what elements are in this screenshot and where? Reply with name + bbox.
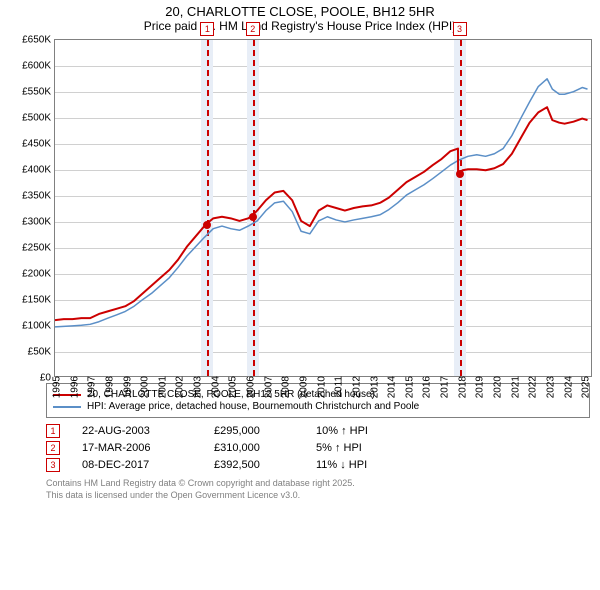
sales-row: 1 22-AUG-2003 £295,000 10% ↑ HPI (46, 424, 590, 438)
sales-date: 22-AUG-2003 (82, 425, 192, 437)
xtick-label: 2020 (488, 376, 503, 398)
sales-price: £310,000 (214, 442, 294, 454)
xtick-label: 2008 (277, 376, 292, 398)
xtick-label: 2007 (259, 376, 274, 398)
xtick-label: 1998 (100, 376, 115, 398)
sales-row: 3 08-DEC-2017 £392,500 11% ↓ HPI (46, 458, 590, 472)
xtick-label: 2019 (471, 376, 486, 398)
xtick-label: 2016 (418, 376, 433, 398)
xtick-label: 2000 (136, 376, 151, 398)
footnote-line2: This data is licensed under the Open Gov… (46, 490, 590, 502)
xtick-label: 1995 (48, 376, 63, 398)
series-svg (55, 40, 591, 376)
ytick-label: £300K (22, 217, 55, 228)
chart-title-address: 20, CHARLOTTE CLOSE, POOLE, BH12 5HR (0, 4, 600, 19)
xtick-label: 2011 (330, 376, 345, 398)
sales-diff: 5% ↑ HPI (316, 442, 416, 454)
chart-container: £0£50K£100K£150K£200K£250K£300K£350K£400… (8, 39, 592, 377)
xtick-label: 2002 (171, 376, 186, 398)
chart-title-subtitle: Price paid vs. HM Land Registry's House … (0, 19, 600, 33)
sale-dot (203, 221, 211, 229)
ytick-label: £450K (22, 139, 55, 150)
ytick-label: £100K (22, 321, 55, 332)
legend-swatch (53, 406, 81, 408)
ytick-label: £650K (22, 35, 55, 46)
xtick-label: 2021 (506, 376, 521, 398)
sales-price: £295,000 (214, 425, 294, 437)
xtick-label: 2022 (524, 376, 539, 398)
xtick-label: 2005 (224, 376, 239, 398)
xtick-label: 2012 (347, 376, 362, 398)
sale-marker-badge: 3 (453, 22, 467, 36)
sale-dot (249, 213, 257, 221)
xtick-label: 2014 (383, 376, 398, 398)
xtick-label: 1996 (65, 376, 80, 398)
xtick-label: 2004 (206, 376, 221, 398)
xtick-label: 2023 (541, 376, 556, 398)
xtick-label: 2015 (400, 376, 415, 398)
xtick-label: 2003 (189, 376, 204, 398)
xtick-label: 2024 (559, 376, 574, 398)
xtick-label: 1999 (118, 376, 133, 398)
sales-diff: 11% ↓ HPI (316, 459, 416, 471)
ytick-label: £250K (22, 243, 55, 254)
xtick-label: 2010 (312, 376, 327, 398)
sales-diff: 10% ↑ HPI (316, 425, 416, 437)
series-price_paid (55, 107, 588, 320)
sales-badge: 2 (46, 441, 60, 455)
ytick-label: £550K (22, 87, 55, 98)
plot-area: £0£50K£100K£150K£200K£250K£300K£350K£400… (54, 39, 592, 377)
sale-marker-badge: 1 (200, 22, 214, 36)
ytick-label: £150K (22, 295, 55, 306)
ytick-label: £50K (28, 347, 55, 358)
ytick-label: £350K (22, 191, 55, 202)
sales-date: 17-MAR-2006 (82, 442, 192, 454)
sales-table: 1 22-AUG-2003 £295,000 10% ↑ HPI 2 17-MAR-200… (46, 424, 590, 472)
legend-label: HPI: Average price, detached house, Bour… (87, 401, 419, 412)
sale-dot (456, 170, 464, 178)
sales-badge: 3 (46, 458, 60, 472)
sales-badge: 1 (46, 424, 60, 438)
chart-title-block: 20, CHARLOTTE CLOSE, POOLE, BH12 5HR Pri… (0, 0, 600, 35)
series-hpi (55, 79, 588, 327)
sale-marker-badge: 2 (246, 22, 260, 36)
ytick-label: £400K (22, 165, 55, 176)
legend-item: HPI: Average price, detached house, Bour… (53, 401, 583, 412)
ytick-label: £600K (22, 61, 55, 72)
footnote-line1: Contains HM Land Registry data © Crown c… (46, 478, 590, 490)
xtick-label: 2013 (365, 376, 380, 398)
sales-row: 2 17-MAR-2006 £310,000 5% ↑ HPI (46, 441, 590, 455)
ytick-label: £200K (22, 269, 55, 280)
xtick-label: 2017 (436, 376, 451, 398)
xtick-label: 2018 (453, 376, 468, 398)
xtick-label: 2009 (294, 376, 309, 398)
sales-date: 08-DEC-2017 (82, 459, 192, 471)
xtick-label: 2001 (153, 376, 168, 398)
ytick-label: £500K (22, 113, 55, 124)
footnote: Contains HM Land Registry data © Crown c… (46, 478, 590, 501)
sales-price: £392,500 (214, 459, 294, 471)
xtick-label: 2006 (242, 376, 257, 398)
xtick-label: 2025 (577, 376, 592, 398)
xtick-label: 1997 (83, 376, 98, 398)
